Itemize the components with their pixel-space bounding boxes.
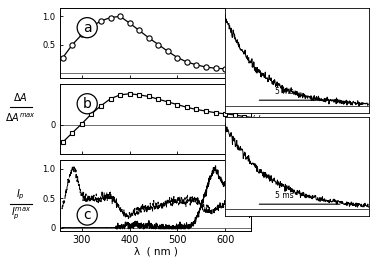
Text: $I_p$: $I_p$	[16, 188, 25, 202]
Text: $\Delta A$: $\Delta A$	[14, 91, 28, 103]
Text: $\Delta A^{max}$: $\Delta A^{max}$	[5, 112, 36, 124]
Text: / /: / /	[253, 39, 261, 48]
Text: 5 ms: 5 ms	[275, 87, 294, 96]
Text: $I_p^{max}$: $I_p^{max}$	[11, 205, 31, 221]
Text: / /: / /	[253, 115, 261, 124]
Text: b: b	[83, 97, 91, 111]
X-axis label: λ  ( nm ): λ ( nm )	[134, 247, 178, 257]
Text: c: c	[84, 208, 91, 222]
Text: a: a	[83, 21, 91, 35]
Text: 5 ms: 5 ms	[275, 191, 294, 200]
